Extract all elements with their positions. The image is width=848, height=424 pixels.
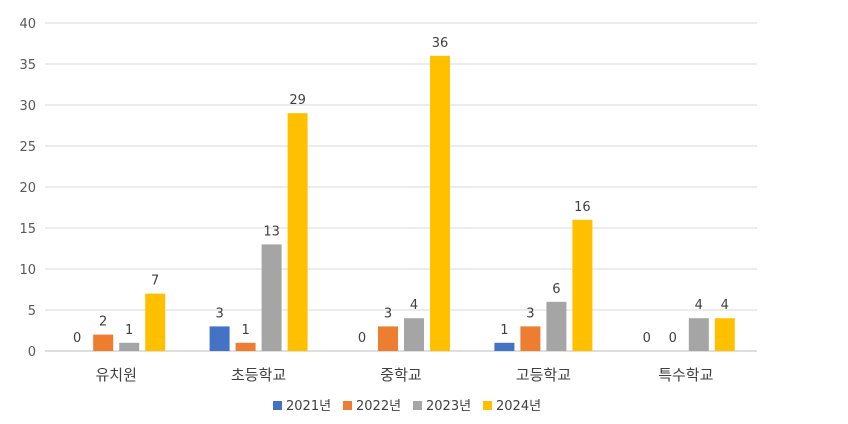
bar (145, 293, 166, 351)
bar (546, 301, 567, 351)
legend-swatch (343, 401, 352, 410)
data-label: 2 (99, 315, 107, 330)
y-tick-label: 15 (19, 222, 36, 237)
bars (93, 55, 735, 352)
data-label: 0 (358, 331, 366, 346)
data-label: 13 (263, 224, 280, 239)
data-label: 4 (695, 298, 703, 313)
category-label: 초등학교 (231, 366, 286, 384)
bar (430, 55, 450, 352)
bar (572, 219, 593, 351)
y-tick-label: 0 (28, 345, 36, 360)
bar (688, 318, 709, 351)
bar (93, 334, 114, 351)
legend: 2021년 2022년 2023년 2024년 (273, 399, 541, 414)
category-label: 유치원 (95, 366, 136, 384)
data-label: 3 (384, 306, 392, 321)
data-label: 7 (151, 274, 159, 289)
category-label: 중학교 (380, 366, 421, 384)
y-tick-label: 5 (28, 304, 36, 319)
data-label: 3 (526, 306, 534, 321)
data-label: 29 (289, 93, 306, 108)
legend-label: 2023년 (426, 399, 471, 414)
bar (261, 244, 282, 351)
bar (714, 318, 735, 351)
legend-label: 2021년 (286, 399, 331, 414)
data-label: 0 (669, 331, 677, 346)
y-tick-label: 30 (19, 99, 36, 114)
y-tick-label: 10 (19, 263, 36, 278)
bar (119, 342, 140, 351)
category-label: 특수학교 (658, 366, 713, 384)
data-label: 6 (552, 282, 560, 297)
data-label: 16 (574, 200, 591, 215)
y-tick-label: 20 (19, 181, 36, 196)
bar (520, 326, 541, 351)
legend-label: 2024년 (496, 399, 541, 414)
data-label: 0 (643, 331, 651, 346)
data-label: 1 (241, 323, 249, 338)
data-label: 3 (215, 306, 223, 321)
y-tick-label: 35 (19, 58, 36, 73)
legend-swatch (273, 401, 282, 410)
legend-swatch (413, 401, 422, 410)
data-label: 4 (721, 298, 729, 313)
bar (378, 326, 398, 351)
y-tick-label: 40 (19, 17, 36, 32)
data-label: 4 (410, 298, 418, 313)
bar (404, 318, 424, 351)
data-label: 36 (432, 36, 449, 51)
bar (287, 113, 308, 351)
bar (209, 326, 230, 351)
y-axis-ticks: 0 5 10 15 20 25 30 35 40 (19, 17, 36, 360)
data-label: 1 (500, 323, 508, 338)
bar (235, 342, 256, 351)
legend-swatch (483, 401, 492, 410)
legend-label: 2022년 (356, 399, 401, 414)
bar (494, 342, 515, 351)
category-label: 고등학교 (516, 366, 571, 384)
y-tick-label: 25 (19, 140, 36, 155)
data-label: 0 (73, 331, 81, 346)
data-label: 1 (125, 323, 133, 338)
x-axis-categories: 유치원 초등학교 중학교 고등학교 특수학교 (95, 366, 713, 384)
